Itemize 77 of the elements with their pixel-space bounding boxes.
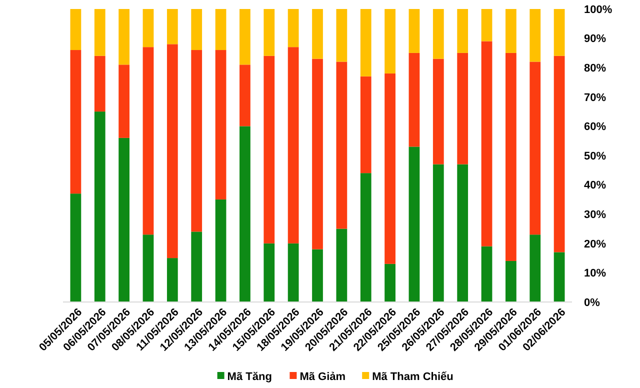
legend-label: Mã Tham Chiếu bbox=[372, 371, 454, 383]
bar bbox=[360, 76, 372, 174]
bar bbox=[166, 44, 178, 258]
bar bbox=[530, 234, 541, 302]
bar bbox=[70, 194, 82, 302]
bar bbox=[336, 62, 348, 229]
bar bbox=[94, 112, 106, 302]
bar bbox=[240, 64, 250, 126]
bar bbox=[215, 199, 226, 302]
bar bbox=[554, 252, 565, 302]
legend-label: Mã Tăng bbox=[227, 371, 272, 383]
bar bbox=[312, 9, 323, 59]
bar bbox=[408, 52, 420, 147]
bar bbox=[506, 9, 516, 53]
bar bbox=[191, 9, 202, 50]
bar bbox=[118, 138, 130, 302]
y-tick-label: 60% bbox=[584, 121, 606, 134]
bar bbox=[240, 9, 250, 65]
bar bbox=[191, 232, 202, 302]
bar bbox=[506, 260, 516, 302]
bar bbox=[336, 9, 348, 62]
legend-label: Mã Giảm bbox=[300, 371, 346, 383]
bar bbox=[384, 264, 396, 302]
y-tick-label: 50% bbox=[584, 150, 606, 162]
bar bbox=[94, 56, 106, 112]
y-tick-label: 70% bbox=[584, 92, 606, 104]
bar bbox=[408, 146, 420, 302]
bar bbox=[408, 9, 420, 53]
bar bbox=[118, 9, 130, 65]
bar bbox=[288, 9, 299, 48]
bar bbox=[481, 246, 492, 302]
bar bbox=[264, 9, 275, 56]
bar bbox=[288, 243, 299, 302]
bar bbox=[70, 9, 82, 50]
y-tick-label: 80% bbox=[584, 62, 606, 74]
bar bbox=[384, 9, 396, 74]
y-tick-label: 40% bbox=[584, 180, 606, 192]
bar bbox=[554, 56, 565, 252]
bar bbox=[432, 164, 444, 302]
y-tick-label: 30% bbox=[584, 208, 606, 221]
bar bbox=[312, 58, 323, 250]
bar bbox=[530, 62, 541, 235]
bar bbox=[530, 9, 541, 62]
bar bbox=[481, 9, 492, 42]
bar bbox=[191, 50, 202, 232]
y-tick-label: 100% bbox=[584, 4, 612, 16]
y-tick-label: 20% bbox=[584, 238, 606, 250]
bar bbox=[432, 58, 444, 164]
y-tick-label: 10% bbox=[584, 268, 606, 280]
bar bbox=[240, 126, 250, 302]
bar bbox=[70, 50, 82, 194]
bar bbox=[142, 9, 154, 48]
bar bbox=[360, 9, 372, 76]
bar bbox=[457, 164, 468, 302]
bar bbox=[142, 47, 154, 235]
bar bbox=[94, 9, 106, 56]
bar bbox=[384, 73, 396, 264]
bar bbox=[118, 64, 130, 138]
bar bbox=[264, 243, 275, 302]
y-tick-label: 0% bbox=[584, 296, 600, 309]
bar bbox=[215, 9, 226, 50]
bar bbox=[312, 249, 323, 302]
bar bbox=[457, 52, 468, 164]
bar bbox=[481, 41, 492, 246]
bar bbox=[336, 228, 348, 302]
bar bbox=[432, 9, 444, 59]
bar bbox=[166, 258, 178, 302]
bar bbox=[142, 234, 154, 302]
bar bbox=[264, 56, 275, 244]
bar bbox=[166, 9, 178, 44]
bar bbox=[506, 52, 516, 261]
bar bbox=[457, 9, 468, 53]
bar bbox=[554, 9, 565, 56]
bar bbox=[360, 173, 372, 302]
bar bbox=[215, 50, 226, 200]
bar bbox=[288, 47, 299, 244]
y-tick-label: 90% bbox=[584, 33, 606, 46]
